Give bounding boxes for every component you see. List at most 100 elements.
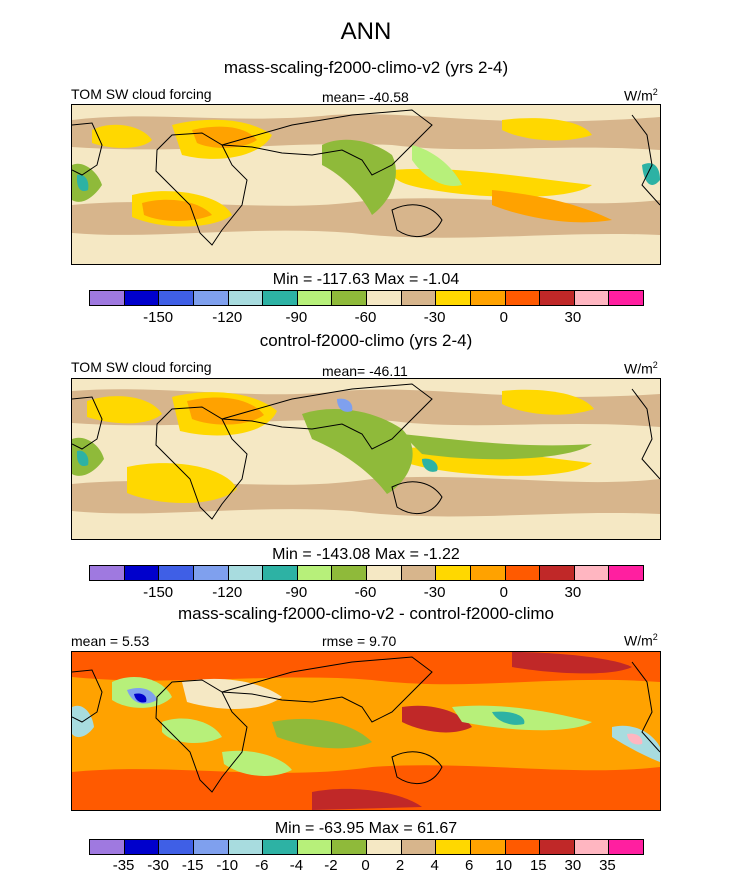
colorbar-tick-label: -60: [354, 584, 377, 601]
colorbar-swatch: [90, 566, 125, 580]
colorbar-swatch: [367, 566, 402, 580]
colorbar-tick-label: 30: [564, 309, 582, 326]
colorbar-swatch: [540, 566, 575, 580]
colorbar-tick-label: -35: [112, 857, 135, 874]
panel-2-map-field: [72, 379, 660, 539]
panel-1-colorbar-ticks: -150 -120 -90 -60 -30 0 30: [89, 309, 642, 327]
colorbar-swatch: [263, 291, 298, 305]
colorbar-swatch: [228, 840, 264, 854]
colorbar-swatch: [263, 840, 298, 854]
colorbar-tick-label: 0: [361, 857, 370, 874]
colorbar-tick-label: -2: [324, 857, 338, 874]
panel-1-map: [71, 104, 661, 265]
colorbar-swatch: [124, 840, 160, 854]
colorbar-swatch: [470, 566, 506, 580]
colorbar-tick-label: -90: [285, 309, 308, 326]
colorbar-tick-label: -60: [354, 309, 377, 326]
colorbar-swatch: [297, 291, 333, 305]
panel-2-minmax: Min = -143.08 Max = -1.22: [272, 546, 460, 563]
colorbar-swatch: [401, 566, 437, 580]
colorbar-swatch: [436, 291, 471, 305]
colorbar-tick-label: 4: [430, 857, 439, 874]
colorbar-swatch: [159, 840, 194, 854]
colorbar-swatch: [505, 840, 541, 854]
panel-3-minmax: Min = -63.95 Max = 61.67: [274, 820, 458, 837]
colorbar-swatch: [332, 840, 367, 854]
colorbar-tick-label: -10: [216, 857, 239, 874]
colorbar-swatch: [124, 566, 160, 580]
colorbar-tick-label: -30: [423, 584, 446, 601]
colorbar-tick-label: 0: [499, 309, 508, 326]
panel-1-units-label: W/m2: [624, 87, 658, 104]
panel-3-case-title: mass-scaling-f2000-climo-v2 - control-f2…: [177, 604, 554, 623]
colorbar-swatch: [505, 566, 541, 580]
colorbar-swatch: [574, 291, 610, 305]
colorbar-tick-label: 0: [499, 584, 508, 601]
colorbar-tick-label: -150: [143, 309, 174, 326]
panel-3-units-label: W/m2: [624, 632, 658, 649]
panel-2-variable-label: TOM SW cloud forcing: [71, 359, 212, 375]
colorbar-swatch: [297, 840, 333, 854]
panel-2-mean-label: mean= -46.11: [322, 363, 408, 379]
colorbar-swatch: [470, 840, 506, 854]
colorbar-swatch: [297, 566, 333, 580]
panel-2-colorbar: [89, 565, 644, 581]
panel-3-rmse-label: rmse = 9.70: [322, 633, 397, 649]
panel-2-case-title: control-f2000-climo (yrs 2-4): [259, 331, 473, 350]
colorbar-tick-label: 2: [395, 857, 405, 874]
colorbar-swatch: [90, 840, 125, 854]
colorbar-tick-label: -15: [181, 857, 204, 874]
colorbar-swatch: [90, 291, 125, 305]
colorbar-swatch: [332, 291, 367, 305]
colorbar-swatch: [436, 840, 471, 854]
colorbar-tick-label: 35: [599, 857, 616, 874]
figure-title: ANN: [340, 18, 392, 45]
panel-1-case-title: mass-scaling-f2000-climo-v2 (yrs 2-4): [223, 58, 509, 77]
colorbar-swatch: [574, 840, 610, 854]
colorbar-swatch: [609, 566, 643, 580]
colorbar-tick-label: -30: [423, 309, 446, 326]
colorbar-swatch: [401, 840, 437, 854]
colorbar-tick-label: -6: [255, 857, 269, 874]
colorbar-tick-label: -150: [143, 584, 174, 601]
colorbar-tick-label: -120: [212, 584, 243, 601]
colorbar-swatch: [124, 291, 160, 305]
colorbar-swatch: [367, 840, 402, 854]
colorbar-swatch: [193, 566, 229, 580]
colorbar-swatch: [540, 840, 575, 854]
colorbar-swatch: [193, 291, 229, 305]
colorbar-swatch: [332, 566, 367, 580]
panel-3-colorbar-ticks: -35 -30 -15 -10 -6 -4 -2 0 2 4 6 10 15 30 35: [89, 857, 642, 875]
colorbar-tick-label: 10: [495, 857, 513, 874]
colorbar-tick-label: -30: [147, 857, 169, 874]
panel-1-map-field: [72, 105, 660, 264]
panel-2-colorbar-ticks: -150 -120 -90 -60 -30 0 30: [89, 584, 642, 602]
panel-2-map: [71, 378, 661, 540]
colorbar-swatch: [367, 291, 402, 305]
panel-2-units-label: W/m2: [624, 360, 658, 377]
colorbar-tick-label: 30: [564, 584, 582, 601]
colorbar-swatch: [263, 566, 298, 580]
colorbar-tick-label: -120: [212, 309, 243, 326]
panel-1-variable-label: TOM SW cloud forcing: [71, 86, 212, 102]
panel-3-map-field: [72, 652, 660, 810]
colorbar-tick-label: -90: [285, 584, 308, 601]
colorbar-swatch: [470, 291, 506, 305]
colorbar-tick-label: -4: [289, 857, 304, 874]
colorbar-swatch: [159, 566, 194, 580]
colorbar-tick-label: 15: [529, 857, 547, 874]
panel-1-colorbar: [89, 290, 644, 306]
panel-3-colorbar: [89, 839, 644, 855]
colorbar-swatch: [574, 566, 610, 580]
colorbar-swatch: [228, 291, 264, 305]
colorbar-swatch: [505, 291, 541, 305]
colorbar-swatch: [401, 291, 437, 305]
panel-1-mean-label: mean= -40.58: [322, 89, 409, 105]
colorbar-swatch: [436, 566, 471, 580]
colorbar-swatch: [228, 566, 264, 580]
colorbar-swatch: [193, 840, 229, 854]
panel-1-minmax: Min = -117.63 Max = -1.04: [272, 271, 460, 288]
colorbar-tick-label: 30: [564, 857, 582, 874]
colorbar-swatch: [159, 291, 194, 305]
colorbar-swatch: [609, 840, 643, 854]
